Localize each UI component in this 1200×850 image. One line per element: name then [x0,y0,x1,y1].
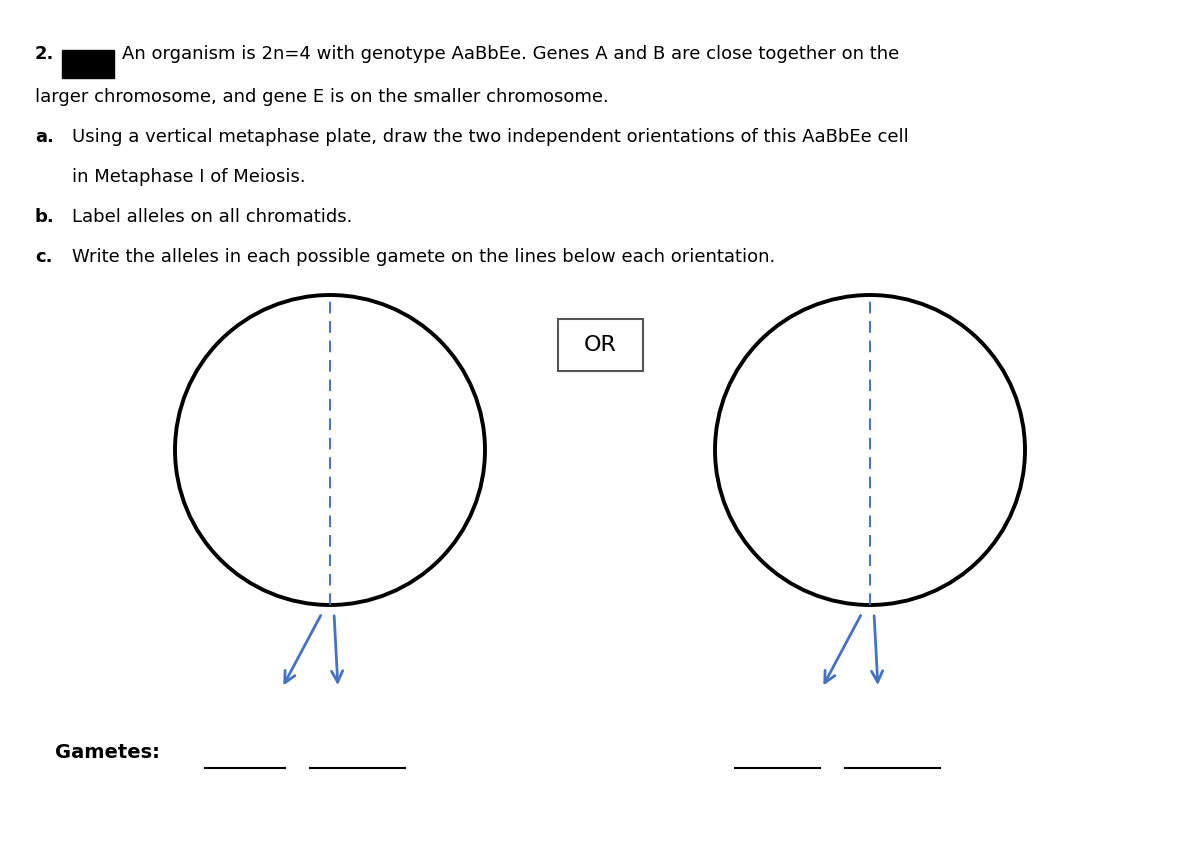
Text: larger chromosome, and gene E is on the smaller chromosome.: larger chromosome, and gene E is on the … [35,88,608,106]
FancyBboxPatch shape [62,50,114,78]
Text: b.: b. [35,208,55,226]
Text: Write the alleles in each possible gamete on the lines below each orientation.: Write the alleles in each possible gamet… [72,248,775,266]
Text: Using a vertical metaphase plate, draw the two independent orientations of this : Using a vertical metaphase plate, draw t… [72,128,908,146]
Text: a.: a. [35,128,54,146]
FancyBboxPatch shape [558,319,642,371]
Text: in Metaphase I of Meiosis.: in Metaphase I of Meiosis. [72,168,306,186]
Text: Label alleles on all chromatids.: Label alleles on all chromatids. [72,208,353,226]
Text: Gametes:: Gametes: [55,743,160,762]
Text: c.: c. [35,248,53,266]
Text: OR: OR [583,335,617,355]
Text: 2.: 2. [35,45,54,63]
Text: An organism is 2n=4 with genotype AaBbEe. Genes A and B are close together on th: An organism is 2n=4 with genotype AaBbEe… [122,45,899,63]
